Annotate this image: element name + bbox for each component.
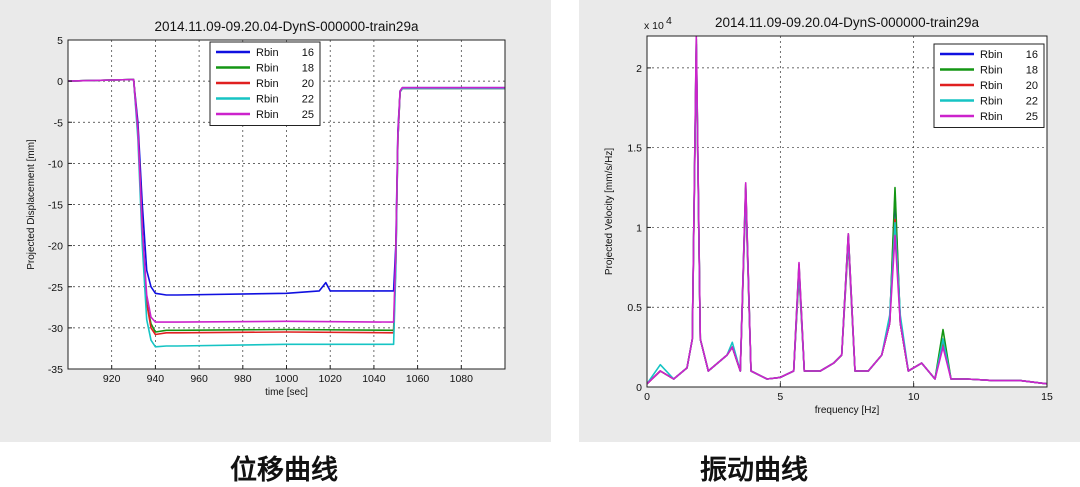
chart1-legend-word-18: Rbin [980,65,1003,77]
chart1-legend-word-25: Rbin [980,111,1003,123]
chart0-ytick-label-3: -10 [48,158,63,170]
chart1-ylabel: Projected Velocity [mm/s/Hz] [604,148,615,275]
chart0-legend-word-25: Rbin [256,109,279,121]
chart1-xlabel: frequency [Hz] [815,405,880,416]
chart1-ytick-label-1: 0.5 [627,302,642,314]
chart0-ytick-label-6: -25 [48,282,63,294]
chart0-legend-word-22: Rbin [256,94,279,106]
velocity-spectrum-chart: 0 5 10 15 0 0.5 1 1.5 2 2014.11.09-09.20.04-DynS-… [604,15,1053,416]
chart1-series-group [647,36,1047,385]
chart0-legend-label-16: 16 [302,47,314,59]
chart1-xtick-label-1: 5 [777,391,783,403]
chart0-legend-label-25: 25 [302,109,314,121]
chart0-ytick-label-4: -15 [48,200,63,212]
chart0-legend-word-20: Rbin [256,78,279,90]
chart0-legend-word-16: Rbin [256,47,279,59]
chart1-ytick-label-3: 1.5 [627,143,642,155]
chart1-xtick-label-2: 10 [908,391,920,403]
chart1-legend-label-25: 25 [1026,111,1038,123]
chart0-xtick-label-2: 960 [190,373,208,385]
chart0-ytick-label-7: -30 [48,323,63,335]
displacement-caption: 位移曲线 [230,455,338,486]
chart1-y-exponent: x 10 [644,20,664,32]
chart0-xlabel: time [sec] [265,387,308,398]
chart1-legend-word-16: Rbin [980,49,1003,61]
chart0-xtick-label-5: 1020 [319,373,343,385]
chart1-xtick-label-3: 15 [1041,391,1053,403]
chart0-legend-label-18: 18 [302,63,314,75]
displacement-chart-panel: 920 940 960 980 1000 1020 1040 1060 1080 5 0 -5 -10 -… [0,0,551,442]
chart1-title: 2014.11.09-09.20.04-DynS-000000-train29a [715,15,979,30]
chart0-ytick-label-5: -20 [48,241,63,253]
chart1-legend-word-20: Rbin [980,80,1003,92]
chart0-series-group [68,78,505,348]
chart1-y-exponent-power: 4 [666,15,672,27]
chart1-xtick-label-0: 0 [644,391,650,403]
chart0-xtick-label-7: 1060 [406,373,430,385]
chart1-ytick-label-2: 1 [636,222,642,234]
chart0-ytick-label-8: -35 [48,364,63,376]
chart1-legend-label-22: 22 [1026,96,1038,108]
chart0-legend-label-20: 20 [302,78,314,90]
displacement-chart: 920 940 960 980 1000 1020 1040 1060 1080 5 0 -5 -10 -… [26,19,506,398]
chart1-ytick-label-4: 2 [636,63,642,75]
chart0-ytick-label-0: 5 [57,35,63,47]
chart0-xtick-label-3: 980 [234,373,252,385]
chart0-title: 2014.11.09-09.20.04-DynS-000000-train29a [155,19,419,34]
chart1-legend-label-18: 18 [1026,65,1038,77]
chart0-xtick-label-4: 1000 [275,373,299,385]
chart1-axes-frame [646,35,1048,388]
chart0-legend-box [209,41,321,126]
chart0-ytick-label-2: -5 [54,117,63,129]
chart0-series-25 [68,78,505,323]
velocity-chart-panel: 0 5 10 15 0 0.5 1 1.5 2 2014.11.09-09.20.04-DynS-… [579,0,1080,442]
chart1-legend-word-22: Rbin [980,96,1003,108]
chart0-xtick-label-8: 1080 [450,373,474,385]
chart0-ylabel: Projected Displacement [mm] [26,139,37,270]
chart1-series-25 [647,36,1047,385]
chart0-xtick-label-0: 920 [103,373,121,385]
vibration-caption: 振动曲线 [700,455,808,486]
chart0-ytick-label-1: 0 [57,76,63,88]
chart1-legend-label-16: 16 [1026,49,1038,61]
chart1-ytick-label-0: 0 [636,382,642,394]
chart1-legend-label-20: 20 [1026,80,1038,92]
chart0-xtick-label-1: 940 [147,373,165,385]
chart0-legend-label-22: 22 [302,94,314,106]
chart0-legend-word-18: Rbin [256,63,279,75]
chart0-xtick-label-6: 1040 [362,373,386,385]
